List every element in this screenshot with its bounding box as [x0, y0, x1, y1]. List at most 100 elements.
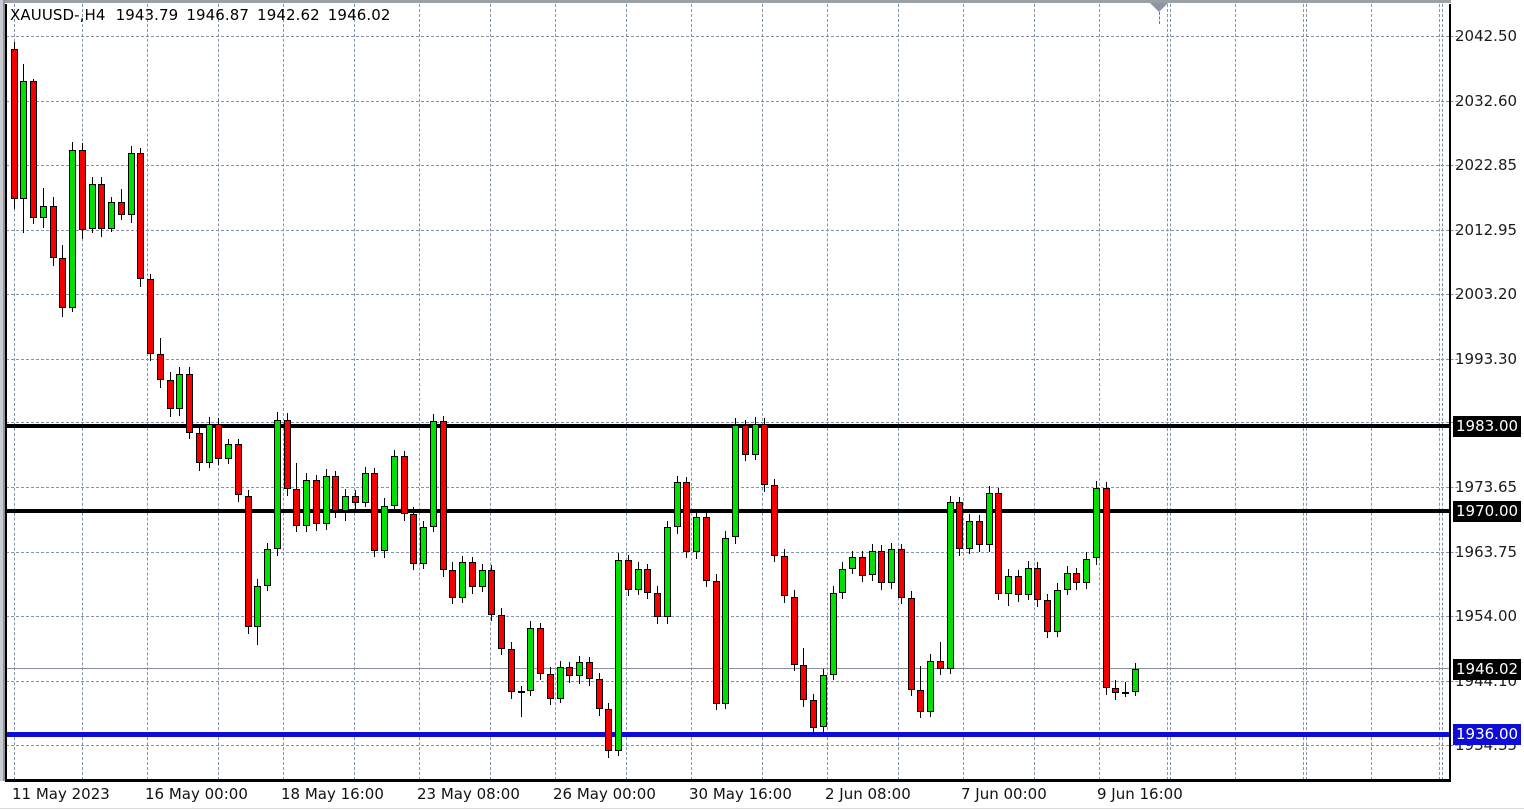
- candlestick[interactable]: [215, 4, 223, 780]
- candlestick[interactable]: [507, 4, 515, 780]
- candlestick[interactable]: [488, 4, 496, 780]
- candlestick[interactable]: [663, 4, 671, 780]
- candlestick[interactable]: [108, 4, 115, 780]
- candlestick[interactable]: [293, 4, 301, 780]
- candlestick[interactable]: [234, 4, 242, 780]
- time-axis[interactable]: 11 May 2023 16 May 00:00 18 May 16:00 23 Ma…: [0, 781, 1524, 811]
- candlestick[interactable]: [10, 4, 18, 780]
- candlestick[interactable]: [195, 4, 203, 780]
- candlestick[interactable]: [800, 4, 808, 780]
- candlestick[interactable]: [605, 4, 613, 780]
- candlestick[interactable]: [176, 4, 184, 780]
- candlestick[interactable]: [1063, 4, 1071, 780]
- candlestick[interactable]: [858, 4, 866, 780]
- candlestick[interactable]: [537, 4, 544, 780]
- chart-plot-area[interactable]: [6, 4, 1449, 780]
- candlestick[interactable]: [166, 4, 174, 780]
- candlestick[interactable]: [361, 4, 369, 780]
- candlestick[interactable]: [839, 4, 847, 780]
- candlestick[interactable]: [264, 4, 271, 780]
- candlestick[interactable]: [771, 4, 778, 780]
- candlestick[interactable]: [546, 4, 554, 780]
- candlestick[interactable]: [273, 4, 281, 780]
- candlestick[interactable]: [78, 4, 86, 780]
- candlestick[interactable]: [156, 4, 164, 780]
- candlestick[interactable]: [69, 4, 76, 780]
- candlestick[interactable]: [527, 4, 535, 780]
- candlestick[interactable]: [819, 4, 827, 780]
- candlestick[interactable]: [498, 4, 505, 780]
- candlestick[interactable]: [566, 4, 574, 780]
- candlestick[interactable]: [1112, 4, 1120, 780]
- candlestick[interactable]: [936, 4, 944, 780]
- candlestick[interactable]: [829, 4, 837, 780]
- candlestick[interactable]: [381, 4, 388, 780]
- candlestick[interactable]: [20, 4, 28, 780]
- price-badge[interactable]: 1946.02: [1453, 658, 1522, 680]
- candlestick[interactable]: [449, 4, 457, 780]
- candlestick[interactable]: [312, 4, 320, 780]
- candlestick[interactable]: [995, 4, 1003, 780]
- candlestick[interactable]: [371, 4, 379, 780]
- candlestick[interactable]: [810, 4, 817, 780]
- candlestick[interactable]: [1005, 4, 1012, 780]
- candlestick[interactable]: [39, 4, 47, 780]
- candlestick[interactable]: [30, 4, 37, 780]
- candlestick[interactable]: [137, 4, 145, 780]
- candlestick[interactable]: [907, 4, 915, 780]
- candlestick[interactable]: [790, 4, 798, 780]
- candlestick[interactable]: [303, 4, 310, 780]
- candlestick[interactable]: [225, 4, 232, 780]
- candlestick[interactable]: [342, 4, 349, 780]
- candlestick[interactable]: [1131, 4, 1139, 780]
- candlestick[interactable]: [644, 4, 652, 780]
- candlestick[interactable]: [400, 4, 408, 780]
- candlestick[interactable]: [186, 4, 193, 780]
- candlestick[interactable]: [634, 4, 642, 780]
- candlestick[interactable]: [459, 4, 466, 780]
- price-axis[interactable]: 2042.50 2032.60 2022.85 2012.95 2003.20 1993.…: [1451, 0, 1524, 811]
- candlestick[interactable]: [1034, 4, 1042, 780]
- candlestick[interactable]: [1102, 4, 1110, 780]
- candlestick[interactable]: [615, 4, 622, 780]
- candlestick[interactable]: [956, 4, 964, 780]
- candlestick[interactable]: [322, 4, 330, 780]
- support-1936[interactable]: [6, 731, 1449, 737]
- price-badge[interactable]: 1983.00: [1453, 416, 1522, 438]
- candlestick[interactable]: [117, 4, 125, 780]
- candlestick[interactable]: [283, 4, 291, 780]
- candlestick[interactable]: [585, 4, 593, 780]
- candlestick[interactable]: [517, 4, 525, 780]
- candlestick[interactable]: [556, 4, 564, 780]
- candlestick[interactable]: [780, 4, 788, 780]
- candlestick[interactable]: [576, 4, 583, 780]
- candlestick[interactable]: [761, 4, 769, 780]
- candlestick[interactable]: [975, 4, 983, 780]
- candlestick[interactable]: [897, 4, 905, 780]
- candlestick[interactable]: [420, 4, 427, 780]
- candlestick[interactable]: [888, 4, 895, 780]
- candlestick[interactable]: [702, 4, 710, 780]
- candlestick[interactable]: [390, 4, 398, 780]
- candlestick[interactable]: [712, 4, 720, 780]
- price-badge[interactable]: 1970.00: [1453, 501, 1522, 523]
- candlestick[interactable]: [1092, 4, 1100, 780]
- candlestick[interactable]: [98, 4, 106, 780]
- candlestick[interactable]: [917, 4, 925, 780]
- candlestick[interactable]: [985, 4, 993, 780]
- candlestick[interactable]: [722, 4, 730, 780]
- candlestick[interactable]: [1122, 4, 1129, 780]
- candlestick[interactable]: [429, 4, 437, 780]
- candlestick[interactable]: [127, 4, 135, 780]
- resistance-1970[interactable]: [6, 509, 1449, 514]
- candlestick[interactable]: [595, 4, 603, 780]
- candlestick[interactable]: [624, 4, 632, 780]
- candlestick[interactable]: [1044, 4, 1051, 780]
- candlestick[interactable]: [1083, 4, 1090, 780]
- resistance-1983[interactable]: [6, 424, 1449, 429]
- candlestick[interactable]: [732, 4, 739, 780]
- candlestick[interactable]: [741, 4, 749, 780]
- candlestick[interactable]: [966, 4, 973, 780]
- candlestick[interactable]: [849, 4, 856, 780]
- candlestick[interactable]: [673, 4, 681, 780]
